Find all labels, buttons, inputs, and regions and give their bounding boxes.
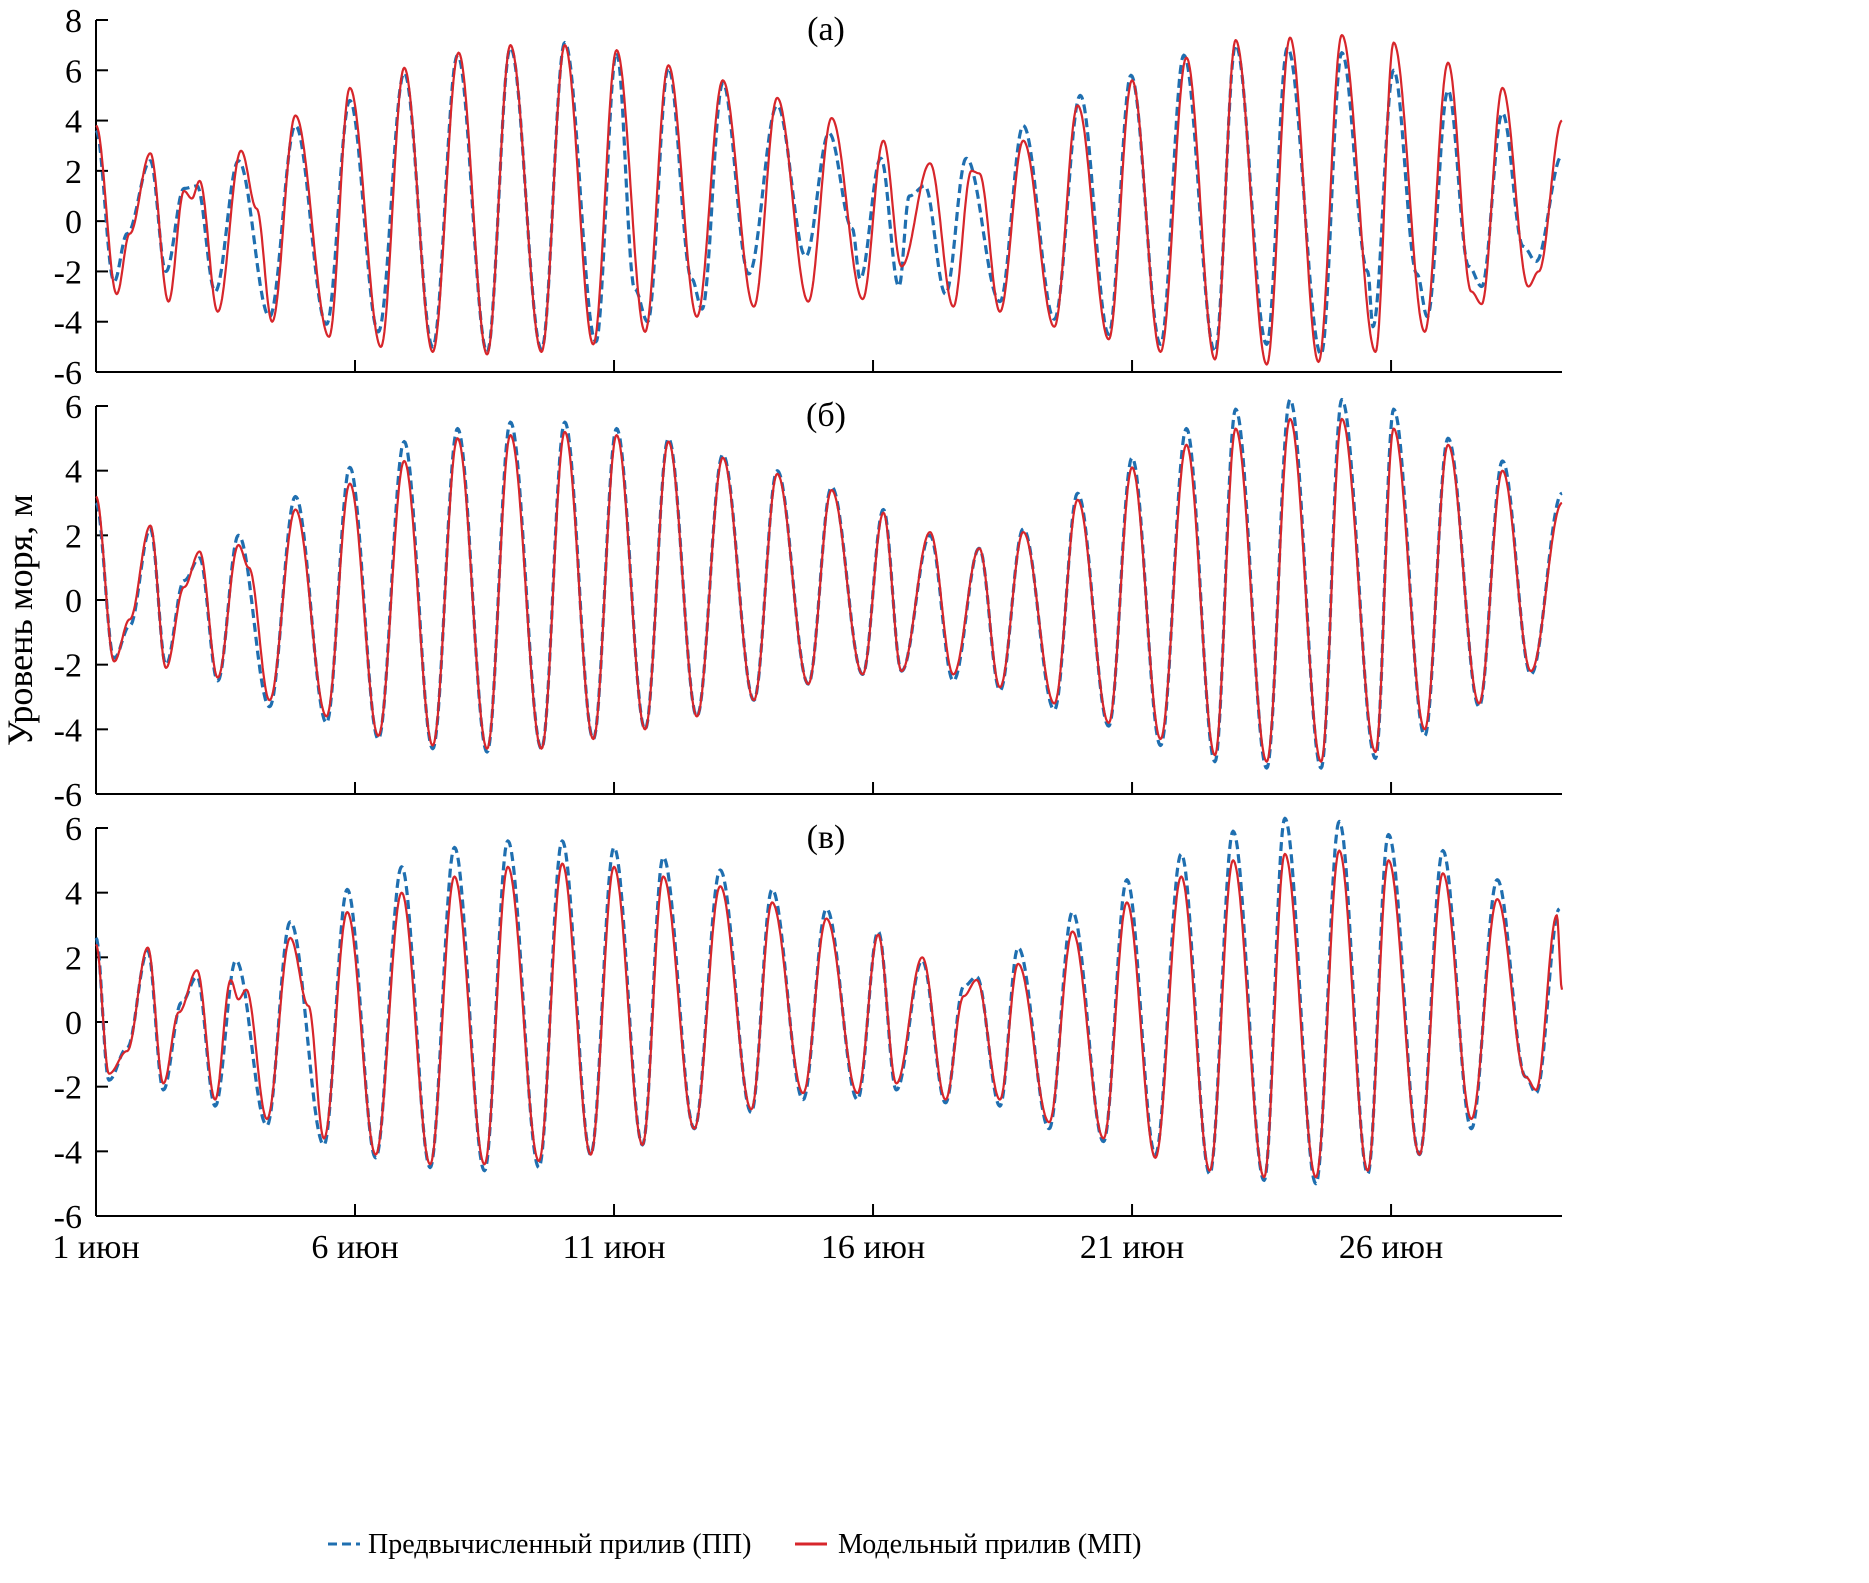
- y-tick-label: -6: [54, 355, 82, 392]
- panel-2: -6 -4 -2 0 2 4 6 (б): [54, 389, 1563, 814]
- legend-item-pp: Предвычисленный прилив (ПП): [328, 1529, 751, 1560]
- legend-label-pp: Предвычисленный прилив (ПП): [368, 1529, 751, 1560]
- panels: -6 -4 -2 0 2 4 6 8 (а) -6 -4 -2 0 2 4 6 (б) -6 -4 -2 0 2 4 6 1 и…: [52, 3, 1564, 1266]
- series-line-mp: [95, 849, 1564, 1179]
- y-tick-label: 2: [65, 518, 82, 555]
- legend: Предвычисленный прилив (ПП) Модельный при…: [328, 1529, 1142, 1560]
- y-tick-label: 6: [65, 53, 82, 90]
- x-tick-label: 1 июн: [52, 1229, 139, 1266]
- series-line-mp: [95, 34, 1563, 366]
- legend-item-mp: Модельный прилив (МП): [795, 1529, 1142, 1560]
- x-tick-label: 16 июн: [821, 1229, 925, 1266]
- y-tick-label: 0: [65, 204, 82, 241]
- y-tick-label: -4: [54, 712, 82, 749]
- panel-label: (б): [806, 397, 846, 434]
- panel-label: (а): [807, 11, 845, 48]
- y-tick-label: 4: [65, 876, 82, 913]
- series-line-mp: [95, 417, 1563, 763]
- y-tick-label: 2: [65, 940, 82, 977]
- y-tick-label: -4: [54, 305, 82, 342]
- y-tick-label: -2: [54, 648, 82, 685]
- panel-1: -6 -4 -2 0 2 4 6 8 (а): [54, 3, 1563, 392]
- panel-3: -6 -4 -2 0 2 4 6 1 июн 6 июн 11 июн 16 июн 21 июн 26…: [52, 811, 1564, 1266]
- y-tick-label: -2: [54, 254, 82, 291]
- y-tick-label: 0: [65, 1005, 82, 1042]
- y-tick-label: 6: [65, 389, 82, 426]
- y-tick-label: 0: [65, 583, 82, 620]
- y-tick-label: 6: [65, 811, 82, 848]
- x-tick-label: 11 июн: [563, 1229, 666, 1266]
- y-tick-label: -2: [54, 1070, 82, 1107]
- y-tick-label: 4: [65, 454, 82, 491]
- x-tick-label: 26 июн: [1339, 1229, 1443, 1266]
- series-line-pp: [94, 41, 1563, 356]
- y-axis-label: Уровень моря, м: [0, 494, 40, 746]
- panel-label: (в): [807, 819, 846, 856]
- legend-label-mp: Модельный прилив (МП): [838, 1529, 1142, 1560]
- y-tick-label: 2: [65, 154, 82, 191]
- y-tick-label: -6: [54, 1199, 82, 1236]
- x-tick-label: 6 июн: [311, 1229, 398, 1266]
- x-tick-label: 21 июн: [1080, 1229, 1184, 1266]
- y-tick-label: -6: [54, 777, 82, 814]
- series-line-pp: [94, 397, 1563, 770]
- y-tick-label: 4: [65, 104, 82, 141]
- y-tick-label: -4: [54, 1134, 82, 1171]
- series-line-pp: [94, 816, 1561, 1186]
- y-tick-label: 8: [65, 3, 82, 40]
